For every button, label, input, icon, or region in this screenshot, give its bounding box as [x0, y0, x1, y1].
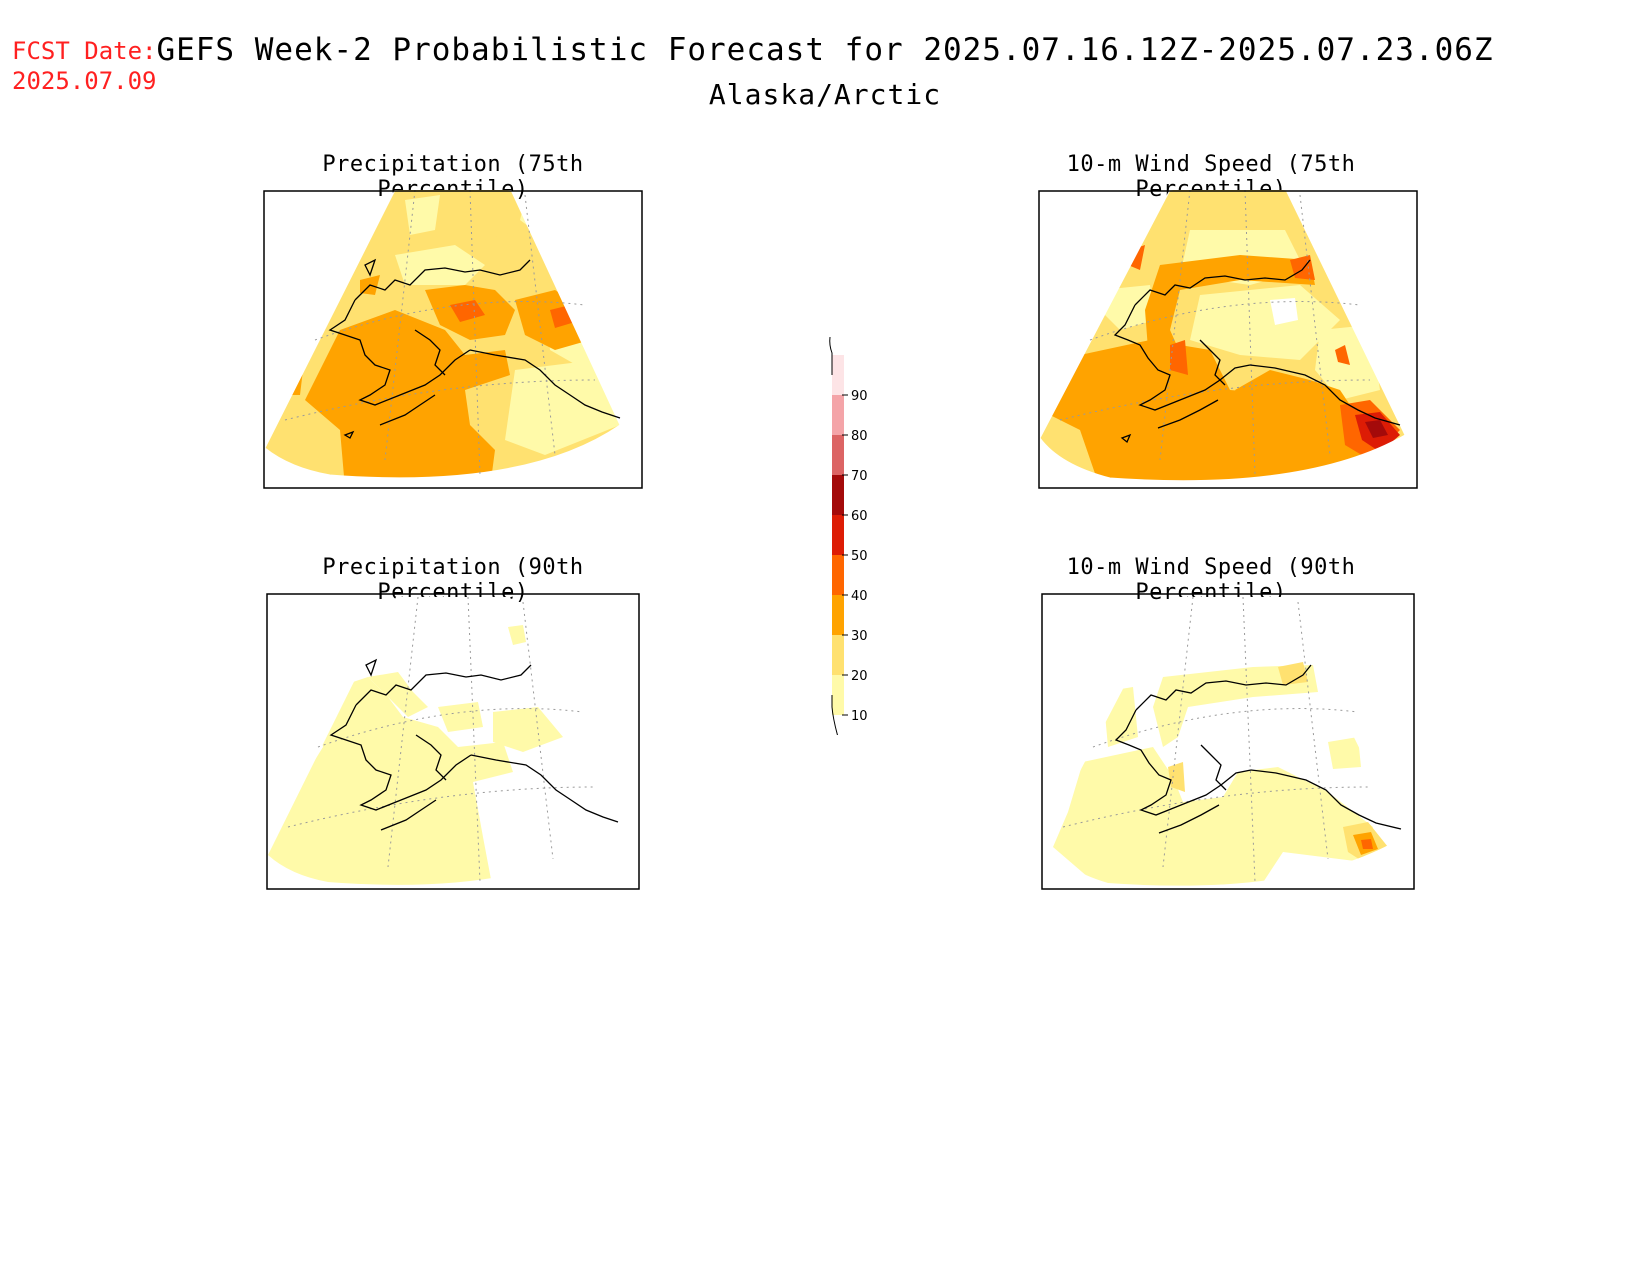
colorbar: 90 80 70 60 50 40 30 20 10: [829, 336, 868, 735]
colorbar-box-70-80: [832, 435, 844, 475]
map-wind90: [1043, 597, 1403, 886]
colorbar-bottom-arrow: [831, 695, 838, 735]
frame-wind75: [1038, 190, 1418, 489]
colorbar-top-arrow: [829, 336, 833, 375]
colorbar-label-10: 10: [851, 709, 868, 724]
region-subtitle: Alaska/Arctic: [708, 78, 942, 111]
colorbar-label-30: 30: [851, 629, 868, 644]
forecast-date-label: FCST Date: 2025.07.09: [12, 36, 157, 96]
frame-precip75: [263, 190, 643, 489]
frame-wind90: [1041, 593, 1415, 890]
fcst-date-caption: FCST Date:: [12, 37, 157, 65]
colorbar-box-above90: [832, 355, 844, 395]
colorbar-label-80: 80: [851, 429, 868, 444]
map-precip90: [268, 597, 619, 885]
colorbar-box-60-70: [832, 475, 844, 515]
fcst-date-value: 2025.07.09: [12, 67, 157, 95]
map-wind75: [1040, 190, 1406, 482]
map-precip75: [265, 190, 621, 479]
colorbar-box-80-90: [832, 395, 844, 435]
colorbar-label-90: 90: [851, 389, 868, 404]
colorbar-label-70: 70: [851, 469, 868, 484]
colorbar-label-50: 50: [851, 549, 868, 564]
frame-precip90: [266, 593, 640, 890]
colorbar-box-30-40: [832, 595, 844, 635]
colorbar-box-10-20: [832, 675, 844, 715]
colorbar-box-40-50: [832, 555, 844, 595]
colorbar-box-50-60: [832, 515, 844, 555]
colorbar-label-40: 40: [851, 589, 868, 604]
colorbar-box-20-30: [832, 635, 844, 675]
page-title: GEFS Week-2 Probabilistic Forecast for 2…: [156, 32, 1494, 68]
panel-title-wind75: 10-m Wind Speed (75th Percentile): [1066, 152, 1356, 202]
colorbar-label-20: 20: [851, 669, 868, 684]
colorbar-label-60: 60: [851, 509, 868, 524]
